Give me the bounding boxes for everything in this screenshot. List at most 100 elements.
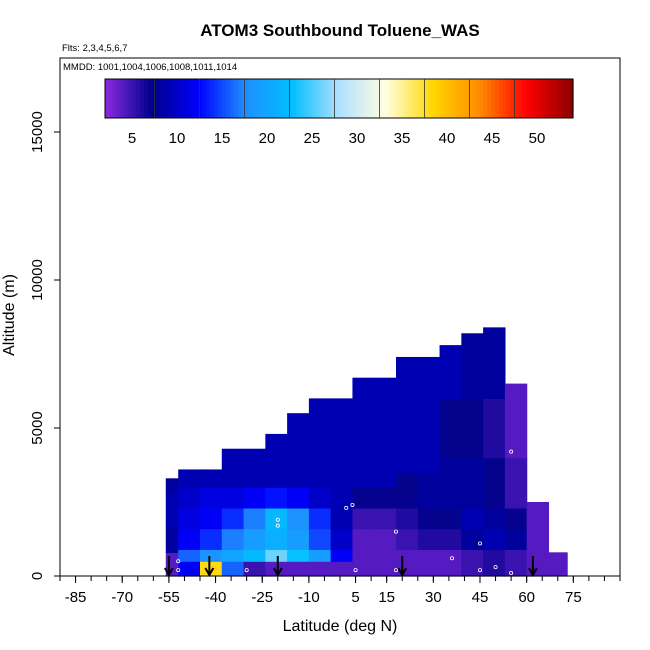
- x-tick-label: -10: [298, 589, 320, 606]
- colorbar-segment: [179, 79, 184, 118]
- colorbar-segment: [549, 79, 555, 118]
- colorbar-segment: [393, 79, 399, 118]
- colorbar-segment: [253, 79, 258, 118]
- colorbar-segment: [362, 79, 367, 118]
- heatmap-cell: [165, 525, 179, 553]
- heatmap-cell: [308, 487, 332, 509]
- heatmap-cell: [178, 487, 201, 509]
- sample-point: [393, 568, 398, 573]
- sample-point: [275, 523, 280, 528]
- heatmap-cell: [330, 507, 354, 530]
- heatmap-cell: [461, 507, 484, 530]
- flight-arrow-head: [397, 567, 408, 578]
- heatmap-cell: [483, 327, 506, 399]
- sample-point: [275, 517, 280, 522]
- colorbar-segment: [159, 79, 165, 118]
- heatmap-cell: [439, 398, 462, 459]
- colorbar-segment: [502, 79, 508, 118]
- colorbar-segment: [530, 79, 535, 118]
- colorbar-segment: [249, 79, 254, 118]
- colorbar-segment: [448, 79, 453, 118]
- colorbar-segment: [292, 79, 297, 118]
- heatmap-cell: [308, 561, 332, 577]
- colorbar-segment: [436, 79, 441, 118]
- colorbar-segment: [155, 79, 161, 118]
- heatmap-cell: [200, 528, 223, 550]
- x-tick-label: -55: [158, 589, 180, 606]
- colorbar-segment: [257, 79, 262, 118]
- colorbar-segment: [370, 79, 375, 118]
- heatmap-cell: [439, 507, 462, 530]
- heatmap-cell: [265, 549, 288, 562]
- heatmap-cell: [221, 528, 245, 550]
- colorbar-segment: [237, 79, 243, 118]
- colorbar-segment: [218, 79, 223, 118]
- colorbar-segment: [374, 79, 379, 118]
- colorbar-segment: [459, 79, 465, 118]
- heatmap-layer: [165, 327, 568, 577]
- colorbar-segment: [186, 79, 192, 118]
- x-tick-label: -85: [65, 589, 87, 606]
- heatmap-cell: [265, 433, 288, 488]
- heatmap-cell: [483, 549, 506, 577]
- sample-point: [449, 556, 454, 561]
- heatmap-cell: [330, 398, 354, 488]
- flight-arrow-head: [528, 567, 538, 578]
- x-tick-label: -40: [205, 589, 227, 606]
- x-tick-label: -25: [251, 589, 273, 606]
- heatmap-cell: [417, 528, 441, 550]
- heatmap-cell: [526, 502, 550, 562]
- colorbar-frame: [104, 78, 574, 119]
- colorbar-segment: [432, 79, 438, 118]
- colorbar-tick-label: 35: [394, 130, 411, 147]
- heatmap-cell: [374, 507, 397, 530]
- colorbar-segment: [268, 79, 274, 118]
- x-tick-label: 5: [351, 589, 359, 606]
- colorbar-segment: [167, 79, 172, 118]
- heatmap-cell: [374, 377, 397, 488]
- colorbar-segment: [194, 79, 200, 118]
- heatmap-cell: [417, 549, 441, 577]
- colorbar-segment: [163, 79, 168, 118]
- heatmap-cell: [439, 457, 462, 509]
- colorbar-segment: [483, 79, 488, 118]
- heatmap-cell: [243, 507, 266, 530]
- heatmap-cell: [178, 549, 201, 562]
- colorbar-segment: [300, 79, 305, 118]
- heatmap-cell: [396, 356, 419, 473]
- colorbar-segment: [147, 79, 153, 118]
- colorbar-segment: [350, 79, 356, 118]
- colorbar-segment: [452, 79, 457, 118]
- heatmap-cell: [287, 413, 310, 488]
- x-tick-label: 75: [565, 589, 582, 606]
- colorbar-segment: [112, 79, 118, 118]
- heatmap-cell: [200, 469, 223, 488]
- colorbar-segment: [514, 79, 519, 118]
- colorbar-segment: [335, 79, 340, 118]
- dates-label: MMDD: 1001,1004,1006,1008,1011,1014: [63, 62, 237, 73]
- colorbar-segment: [288, 79, 293, 118]
- heatmap-cell: [221, 487, 245, 509]
- colorbar-segment: [241, 79, 246, 118]
- colorbar-segment: [198, 79, 204, 118]
- heatmap-cell: [483, 457, 506, 509]
- sample-point: [207, 464, 212, 469]
- heatmap-cell: [352, 487, 375, 509]
- colorbar-segment: [331, 79, 336, 118]
- x-tick-label: 60: [518, 589, 535, 606]
- colorbar-segment: [280, 79, 285, 118]
- colorbar-segment: [487, 79, 492, 118]
- colorbar-segment: [522, 79, 527, 118]
- y-tick-label: 15000: [29, 111, 46, 153]
- colorbar-segment: [545, 79, 551, 118]
- heatmap-cell: [178, 469, 201, 488]
- colorbar-segment: [401, 79, 406, 118]
- colorbar-segment: [116, 79, 122, 118]
- sample-point: [176, 559, 181, 564]
- heatmap-cell: [200, 487, 223, 509]
- colorbar-segment: [428, 79, 434, 118]
- colorbar-tick-label: 20: [259, 130, 276, 147]
- colorbar-segment: [565, 79, 570, 118]
- colorbar-segment: [272, 79, 278, 118]
- colorbar-segment: [354, 79, 360, 118]
